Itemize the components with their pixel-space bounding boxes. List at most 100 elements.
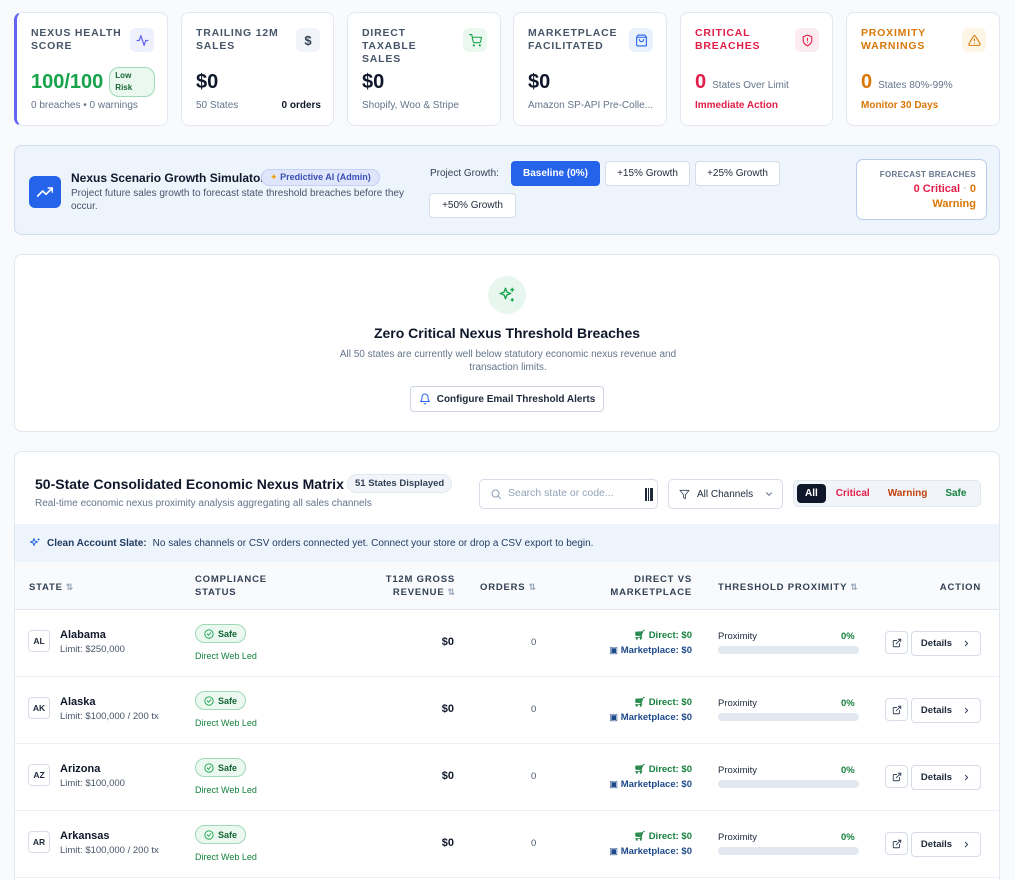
details-button[interactable]: Details bbox=[911, 765, 981, 790]
status-label: Safe bbox=[218, 829, 238, 840]
zero-breaches-title: Zero Critical Nexus Threshold Breaches bbox=[373, 325, 641, 341]
clean-account-notice: Clean Account Slate: No sales channels o… bbox=[15, 524, 999, 562]
channel-filter-select[interactable]: All Channels bbox=[668, 479, 783, 509]
growth-option-50[interactable]: +50% Growth bbox=[429, 193, 516, 218]
proximity-label: Proximity bbox=[718, 631, 758, 642]
marketplace-value: Marketplace: $0 bbox=[620, 846, 692, 857]
kpi-label: Critical Breaches bbox=[695, 27, 761, 52]
cart-icon bbox=[463, 28, 487, 52]
check-circle-icon bbox=[204, 829, 214, 840]
open-external-button[interactable] bbox=[885, 631, 908, 654]
kpi-value: 0 bbox=[695, 71, 707, 93]
kpi-value: 0 bbox=[861, 71, 873, 93]
chevron-right-icon bbox=[962, 840, 971, 849]
sort-icon: ⇅ bbox=[447, 587, 455, 597]
growth-option-15[interactable]: +15% Growth bbox=[605, 161, 690, 186]
barcode-icon bbox=[645, 488, 653, 501]
state-search[interactable] bbox=[479, 479, 658, 509]
col-orders[interactable]: Orders ⇅ bbox=[480, 581, 536, 594]
col-proximity-label: Threshold Proximity bbox=[718, 582, 848, 593]
kpi-proximity-warnings: Proximity Warnings 0 States 80%-99% Moni… bbox=[846, 12, 1000, 126]
proximity-bar bbox=[718, 713, 859, 721]
chevron-right-icon bbox=[962, 639, 971, 648]
col-revenue[interactable]: T12M Gross Revenue ⇅ bbox=[355, 573, 455, 599]
warning-icon bbox=[962, 28, 986, 52]
forecast-breaches-box: FORECAST BREACHES 0 Critical · 0 Warning bbox=[856, 159, 987, 220]
col-direct-vs-marketplace: Direct vs Marketplace bbox=[610, 574, 692, 598]
proximity-value: 0% bbox=[841, 698, 855, 709]
cart-icon: 🛒︎ bbox=[633, 697, 647, 708]
status-label: Safe bbox=[218, 762, 238, 773]
state-name: Arizona bbox=[60, 763, 101, 775]
revenue-value: $0 bbox=[441, 636, 454, 648]
forecast-separator: · bbox=[963, 183, 967, 195]
filter-all[interactable]: All bbox=[797, 484, 826, 503]
col-proximity[interactable]: Threshold Proximity ⇅ bbox=[718, 581, 858, 594]
nexus-matrix: 50-State Consolidated Economic Nexus Mat… bbox=[14, 451, 1000, 880]
growth-simulator-panel: Nexus Scenario Growth Simulator ✦ Predic… bbox=[14, 145, 1000, 235]
direct-line: 🛒︎ Direct: $0 bbox=[609, 829, 692, 844]
filter-warning[interactable]: Warning bbox=[887, 488, 928, 499]
kpi-trailing-sales: Trailing 12M Sales $ $0 50 States 0 orde… bbox=[181, 12, 334, 126]
direct-line: 🛒︎ Direct: $0 bbox=[609, 695, 692, 710]
open-external-button[interactable] bbox=[885, 832, 908, 855]
kpi-orders: 0 orders bbox=[281, 100, 321, 111]
marketplace-value: Marketplace: $0 bbox=[620, 645, 692, 656]
col-compliance: Compliance Status bbox=[195, 574, 267, 598]
cart-icon: 🛒︎ bbox=[633, 764, 647, 775]
details-label: Details bbox=[920, 772, 953, 783]
search-input[interactable] bbox=[508, 487, 633, 499]
notice-text: No sales channels or CSV orders connecte… bbox=[152, 537, 594, 549]
simulator-title: Nexus Scenario Growth Simulator bbox=[71, 171, 266, 185]
kpi-label: Nexus Health Score bbox=[31, 27, 122, 52]
filter-critical[interactable]: Critical bbox=[835, 488, 870, 499]
forecast-warning: Warning bbox=[932, 198, 976, 210]
revenue-value: $0 bbox=[441, 837, 454, 849]
details-button[interactable]: Details bbox=[911, 698, 981, 723]
direct-vs-marketplace: 🛒︎ Direct: $0 ▣ Marketplace: $0 bbox=[609, 829, 692, 859]
matrix-title: 50-State Consolidated Economic Nexus Mat… bbox=[35, 476, 344, 492]
dollar-icon: $ bbox=[296, 28, 320, 52]
proximity-label: Proximity bbox=[718, 765, 758, 776]
proximity-value: 0% bbox=[841, 631, 855, 642]
col-state[interactable]: State ⇅ bbox=[29, 581, 73, 594]
badge-label: Predictive AI (Admin) bbox=[280, 172, 371, 182]
bag-icon: ▣ bbox=[609, 846, 619, 857]
col-orders-label: Orders bbox=[480, 582, 526, 593]
status-badge: Safe bbox=[195, 691, 247, 710]
direct-value: Direct: $0 bbox=[648, 697, 692, 708]
status-filter-group: All Critical Warning Safe bbox=[793, 480, 981, 507]
kpi-action: Immediate Action bbox=[695, 100, 778, 111]
configure-alerts-button[interactable]: Configure Email Threshold Alerts bbox=[410, 386, 604, 412]
state-limit: Limit: $100,000 / 200 tx bbox=[60, 845, 159, 856]
zero-breaches-panel: Zero Critical Nexus Threshold Breaches A… bbox=[14, 254, 1000, 432]
proximity-bar bbox=[718, 646, 859, 654]
state-limit: Limit: $250,000 bbox=[60, 644, 125, 655]
status-sub: Direct Web Led bbox=[195, 718, 257, 728]
proximity-bar bbox=[718, 780, 859, 788]
sparkles-icon bbox=[488, 276, 526, 314]
open-external-button[interactable] bbox=[885, 765, 908, 788]
filter-safe[interactable]: Safe bbox=[945, 488, 967, 499]
open-external-button[interactable] bbox=[885, 698, 908, 721]
kpi-sub: 0 breaches • 0 warnings bbox=[31, 100, 138, 111]
kpi-value: $0 bbox=[196, 71, 219, 93]
forecast-critical: 0 Critical bbox=[913, 183, 961, 195]
kpi-sub: 50 States bbox=[196, 100, 239, 111]
kpi-label: Marketplace Facilitated bbox=[528, 27, 618, 52]
status-label: Safe bbox=[218, 695, 238, 706]
marketplace-value: Marketplace: $0 bbox=[620, 712, 692, 723]
growth-option-baseline[interactable]: Baseline (0%) bbox=[511, 161, 600, 186]
growth-option-25[interactable]: +25% Growth bbox=[695, 161, 780, 186]
details-button[interactable]: Details bbox=[911, 832, 981, 857]
details-button[interactable]: Details bbox=[911, 631, 981, 656]
zero-breaches-description: All 50 states are currently well below s… bbox=[339, 349, 677, 373]
kpi-value: $0 bbox=[528, 71, 551, 93]
kpi-label: Direct Taxable Sales bbox=[362, 27, 417, 65]
revenue-value: $0 bbox=[441, 770, 454, 782]
external-link-icon bbox=[892, 839, 902, 849]
state-limit: Limit: $100,000 bbox=[60, 778, 125, 789]
col-action: Action bbox=[939, 582, 981, 593]
orders-value: 0 bbox=[531, 771, 537, 782]
state-name: Arkansas bbox=[60, 830, 110, 842]
